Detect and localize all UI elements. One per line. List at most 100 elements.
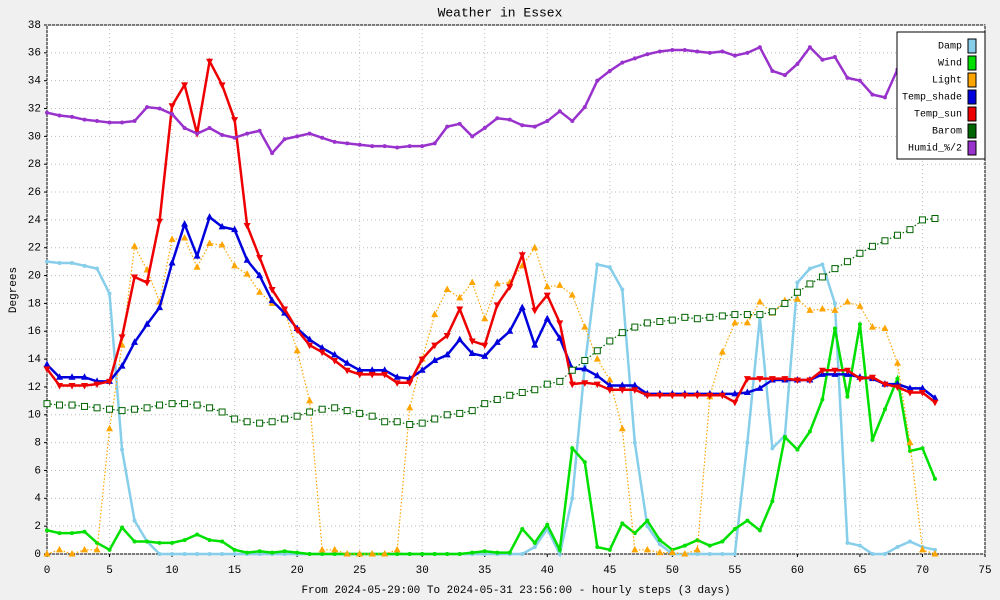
marker (731, 318, 739, 326)
marker (507, 117, 512, 122)
marker (306, 342, 314, 350)
marker (118, 362, 126, 369)
marker (732, 526, 737, 531)
marker (518, 303, 526, 311)
marker (131, 338, 139, 345)
marker (145, 539, 150, 544)
marker (643, 319, 651, 327)
y-tick-label: 26 (28, 187, 41, 199)
marker (357, 142, 362, 147)
marker (832, 326, 837, 331)
marker (181, 400, 189, 408)
y-tick-label: 24 (28, 215, 42, 227)
marker (920, 446, 925, 451)
marker (668, 548, 676, 556)
legend-label: Damp (938, 42, 962, 53)
marker (593, 347, 601, 355)
legend-swatch (967, 123, 977, 139)
marker (745, 50, 750, 55)
marker (543, 380, 551, 388)
marker (693, 392, 701, 400)
marker (420, 552, 425, 556)
marker (143, 280, 151, 287)
marker (543, 314, 551, 322)
marker (870, 92, 875, 97)
marker (245, 131, 250, 136)
marker (793, 295, 801, 302)
marker (882, 95, 887, 100)
marker (870, 437, 875, 442)
marker (343, 367, 351, 375)
marker (893, 384, 901, 391)
marker (495, 550, 500, 555)
marker (195, 532, 200, 537)
marker (481, 314, 489, 322)
marker (256, 254, 264, 262)
marker (457, 121, 462, 126)
marker (93, 545, 101, 553)
marker (343, 407, 351, 415)
marker (632, 531, 637, 536)
marker (470, 134, 475, 139)
marker (445, 552, 450, 556)
marker (295, 550, 300, 555)
marker (620, 60, 625, 65)
legend-swatch (967, 38, 977, 54)
x-tick-label: 40 (541, 565, 554, 577)
y-tick-label: 14 (28, 354, 42, 366)
marker (393, 545, 401, 553)
marker (557, 552, 562, 556)
marker (307, 552, 312, 556)
marker (907, 539, 912, 544)
y-tick-label: 8 (34, 438, 41, 450)
y-tick-label: 36 (28, 48, 41, 60)
marker (820, 262, 825, 267)
marker (482, 126, 487, 131)
marker (732, 552, 737, 556)
marker (443, 350, 451, 358)
marker (81, 545, 89, 553)
marker (856, 249, 864, 257)
marker (282, 137, 287, 142)
marker (157, 540, 162, 545)
marker (557, 109, 562, 114)
x-tick-label: 45 (603, 565, 616, 577)
marker (220, 132, 225, 137)
marker (231, 225, 239, 233)
marker (582, 105, 587, 110)
marker (732, 53, 737, 58)
marker (595, 545, 600, 550)
marker (170, 552, 175, 556)
series-6 (45, 45, 937, 156)
marker (681, 550, 689, 557)
marker (106, 424, 114, 432)
x-tick-label: 25 (353, 565, 366, 577)
marker (793, 288, 801, 296)
marker (70, 531, 75, 536)
marker (532, 545, 537, 550)
marker (670, 48, 675, 53)
marker (207, 538, 212, 543)
marker (57, 113, 62, 118)
marker (231, 415, 239, 423)
marker (570, 119, 575, 124)
marker (443, 332, 451, 340)
marker (256, 271, 264, 279)
marker (806, 280, 814, 288)
x-tick-label: 5 (106, 565, 113, 577)
marker (768, 376, 776, 383)
marker (893, 231, 901, 239)
marker (581, 364, 589, 372)
marker (106, 405, 114, 413)
marker (593, 355, 601, 362)
marker (343, 359, 351, 366)
marker (482, 549, 487, 554)
marker (43, 550, 51, 557)
marker (218, 82, 226, 89)
marker (731, 311, 739, 319)
marker (568, 381, 576, 389)
marker (618, 387, 626, 394)
marker (482, 552, 487, 556)
marker (168, 235, 176, 242)
